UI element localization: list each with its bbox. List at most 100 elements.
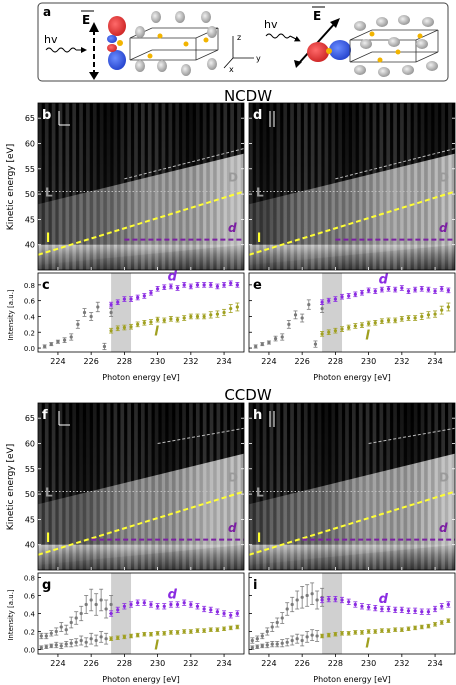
heatmap-texture-column <box>327 403 332 570</box>
heatmap-texture-column <box>113 103 118 270</box>
panel-a: a hv E <box>37 2 449 82</box>
heatmap-low-energy-band <box>38 244 244 270</box>
l-dashed-line <box>38 190 244 256</box>
heatmap-emission-band <box>38 453 244 565</box>
data-point <box>182 629 186 634</box>
data-point <box>182 316 186 320</box>
heatmap-texture-column <box>161 103 166 270</box>
heatmap-texture-column <box>123 103 128 270</box>
heatmap-low-energy-band <box>249 244 455 270</box>
gray-lobe <box>354 21 366 31</box>
heatmap-texture-column <box>331 103 336 270</box>
heatmap-texture-column <box>237 103 241 270</box>
data-point <box>116 636 120 640</box>
heatmap-texture-column <box>276 403 281 570</box>
heatmap-texture-column <box>226 403 231 570</box>
data-point <box>169 317 173 321</box>
heatmap-texture-column <box>51 103 56 270</box>
heatmap-low-energy-band <box>38 544 244 570</box>
heatmap-texture-column <box>355 403 360 570</box>
heatmap-texture-column <box>293 103 298 270</box>
heatmap-texture-column <box>141 403 145 570</box>
curve-label-D: D <box>439 170 449 184</box>
heatmap-texture-column <box>113 403 118 570</box>
data-point <box>400 317 404 321</box>
heatmap-texture-column <box>437 103 442 270</box>
data-point <box>270 642 274 646</box>
data-point <box>340 327 344 331</box>
data-point <box>69 620 73 625</box>
data-point <box>310 592 314 596</box>
data-point <box>109 637 113 641</box>
heatmap-texture-column <box>341 403 346 570</box>
data-point <box>169 602 173 607</box>
data-point <box>175 602 180 607</box>
data-point <box>413 316 417 320</box>
x-tick-label: 232 <box>183 659 198 668</box>
data-point <box>122 325 126 330</box>
heatmap-texture-column <box>223 103 228 270</box>
x-tick-label: 232 <box>394 357 409 366</box>
data-point <box>229 626 233 630</box>
data-point <box>84 602 88 607</box>
data-point <box>287 322 291 326</box>
data-point <box>275 642 279 646</box>
data-point <box>260 634 264 638</box>
heatmap-texture-column <box>348 103 353 270</box>
heatmap-texture-column <box>338 403 342 570</box>
heatmap-texture-column <box>106 403 111 570</box>
data-point <box>129 602 133 607</box>
heatmap-texture-column <box>219 403 224 570</box>
data-point <box>79 611 83 616</box>
data-point <box>99 598 103 602</box>
heatmap-texture-column <box>219 103 224 270</box>
heatmap-texture-column <box>345 403 349 570</box>
heatmap-texture-column <box>379 103 384 270</box>
heatmap-texture-column <box>396 403 401 570</box>
heatmap-texture-column <box>92 403 97 570</box>
shaded-energy-band <box>322 573 343 654</box>
heatmap-panel-h: h L Dl d <box>248 402 456 571</box>
heatmap-texture-column <box>276 103 281 270</box>
data-point <box>386 318 391 322</box>
heatmap-texture-column <box>99 403 104 570</box>
data-point <box>260 342 264 346</box>
y-tick-label: 0.4 <box>24 611 36 619</box>
axis-x-label: x <box>229 65 234 74</box>
heatmap-texture-column <box>230 103 234 270</box>
heatmap-emission-band <box>249 153 455 265</box>
heatmap-texture-column <box>255 103 260 270</box>
heatmap-texture-column <box>338 103 342 270</box>
data-point <box>295 598 299 602</box>
data-point <box>393 287 397 292</box>
data-point <box>290 602 294 607</box>
data-point <box>175 286 180 290</box>
heatmap-texture-column <box>240 403 244 570</box>
y-tick-label: 65 <box>25 414 35 423</box>
heatmap-texture-column <box>168 403 173 570</box>
gray-lobe <box>207 58 217 70</box>
x-tick-label: 230 <box>361 357 376 366</box>
heatmap-texture-column <box>410 103 415 270</box>
data-point <box>413 626 417 630</box>
heatmap-texture-column <box>178 103 183 270</box>
data-point <box>440 287 444 291</box>
data-point <box>189 602 193 607</box>
data-point <box>39 646 43 650</box>
data-point <box>433 289 437 293</box>
data-point <box>380 319 384 323</box>
heatmap-texture-column <box>44 403 49 570</box>
heatmap-texture-column <box>38 103 42 270</box>
data-point <box>367 321 371 326</box>
data-point <box>426 610 431 614</box>
heatmap-texture-column <box>310 403 315 570</box>
heatmap-texture-column <box>382 103 387 270</box>
lattice-left-atoms <box>135 11 217 76</box>
data-point <box>142 632 146 636</box>
data-point <box>433 607 437 611</box>
heatmap-texture-column <box>372 103 377 270</box>
data-point <box>280 616 284 620</box>
heatmap-texture-column <box>65 403 70 570</box>
heatmap-texture-column <box>444 403 449 570</box>
data-point <box>280 641 284 645</box>
